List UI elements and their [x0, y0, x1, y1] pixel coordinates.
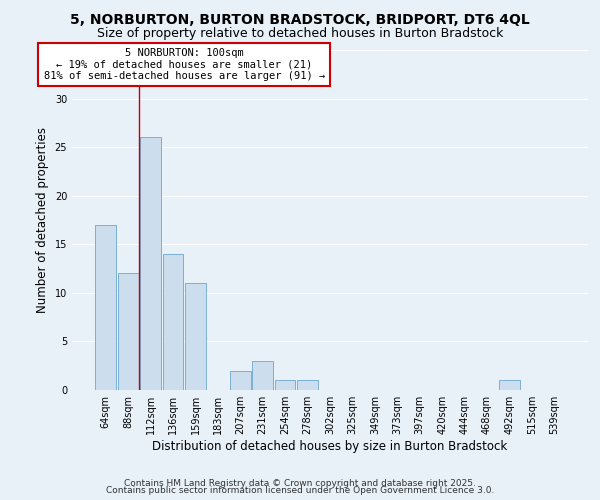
Bar: [275, 380, 295, 390]
Bar: [95, 225, 116, 390]
Bar: [185, 283, 206, 390]
Bar: [253, 361, 273, 390]
Bar: [499, 380, 520, 390]
Text: 5, NORBURTON, BURTON BRADSTOCK, BRIDPORT, DT6 4QL: 5, NORBURTON, BURTON BRADSTOCK, BRIDPORT…: [70, 12, 530, 26]
Bar: [140, 138, 161, 390]
Text: 5 NORBURTON: 100sqm
← 19% of detached houses are smaller (21)
81% of semi-detach: 5 NORBURTON: 100sqm ← 19% of detached ho…: [44, 48, 325, 81]
Y-axis label: Number of detached properties: Number of detached properties: [36, 127, 49, 313]
Text: Contains public sector information licensed under the Open Government Licence 3.: Contains public sector information licen…: [106, 486, 494, 495]
Bar: [297, 380, 318, 390]
Text: Contains HM Land Registry data © Crown copyright and database right 2025.: Contains HM Land Registry data © Crown c…: [124, 478, 476, 488]
Bar: [230, 370, 251, 390]
Text: Size of property relative to detached houses in Burton Bradstock: Size of property relative to detached ho…: [97, 28, 503, 40]
X-axis label: Distribution of detached houses by size in Burton Bradstock: Distribution of detached houses by size …: [152, 440, 508, 453]
Bar: [118, 274, 139, 390]
Bar: [163, 254, 184, 390]
